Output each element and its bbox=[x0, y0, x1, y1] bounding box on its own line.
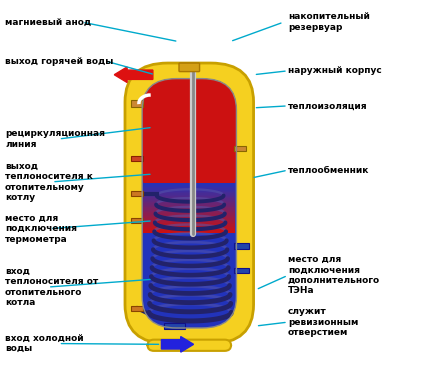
FancyBboxPatch shape bbox=[179, 63, 200, 72]
FancyArrow shape bbox=[161, 337, 194, 352]
Bar bbox=[132, 306, 144, 311]
Bar bbox=[144, 197, 235, 198]
Bar bbox=[132, 219, 144, 223]
Bar bbox=[144, 231, 235, 233]
Bar bbox=[144, 224, 235, 226]
Text: наружный корпус: наружный корпус bbox=[288, 66, 381, 75]
Bar bbox=[144, 218, 235, 219]
Bar bbox=[132, 191, 144, 196]
Bar bbox=[132, 156, 144, 161]
Bar bbox=[144, 203, 235, 204]
FancyBboxPatch shape bbox=[125, 63, 254, 344]
Bar bbox=[144, 212, 235, 213]
Text: магниевый анод: магниевый анод bbox=[5, 18, 91, 27]
Bar bbox=[144, 217, 235, 218]
Bar bbox=[144, 225, 235, 227]
Ellipse shape bbox=[189, 66, 197, 71]
Bar bbox=[144, 202, 235, 203]
Bar bbox=[144, 222, 235, 223]
Bar bbox=[144, 215, 235, 217]
Bar bbox=[144, 188, 235, 190]
Bar bbox=[144, 192, 235, 193]
Text: служит
ревизионным
отверстием: служит ревизионным отверстием bbox=[288, 307, 358, 337]
Bar bbox=[163, 323, 185, 329]
Bar bbox=[144, 227, 235, 228]
Bar bbox=[144, 221, 235, 222]
Bar bbox=[144, 199, 235, 201]
Text: вход холодной
воды: вход холодной воды bbox=[5, 334, 83, 353]
FancyArrow shape bbox=[114, 67, 153, 83]
Bar bbox=[144, 190, 235, 192]
Bar bbox=[144, 189, 235, 191]
Bar bbox=[234, 146, 246, 151]
Bar bbox=[144, 201, 235, 202]
Bar bbox=[144, 198, 235, 199]
Text: рециркуляционная
линия: рециркуляционная линия bbox=[5, 129, 105, 149]
Bar bbox=[144, 193, 235, 195]
FancyBboxPatch shape bbox=[147, 340, 231, 351]
Text: выход
теплоносителя к
отопительному
котлу: выход теплоносителя к отопительному котл… bbox=[5, 162, 93, 202]
Text: место для
подключения
дополнительного
ТЭНа: место для подключения дополнительного ТЭ… bbox=[288, 255, 380, 296]
Text: выход горячей воды: выход горячей воды bbox=[5, 57, 114, 66]
Text: место для
подключения
термометра: место для подключения термометра bbox=[5, 214, 77, 244]
Bar bbox=[144, 209, 235, 211]
Text: вход
теплоносителя от
отопительного
котла: вход теплоносителя от отопительного котл… bbox=[5, 267, 98, 307]
Bar bbox=[144, 223, 235, 224]
Bar bbox=[234, 242, 249, 249]
Bar bbox=[144, 184, 235, 186]
Bar bbox=[144, 210, 235, 212]
Bar bbox=[144, 213, 235, 215]
FancyBboxPatch shape bbox=[142, 79, 237, 328]
Bar bbox=[234, 268, 249, 273]
Bar bbox=[144, 205, 235, 207]
FancyBboxPatch shape bbox=[142, 79, 237, 203]
Bar bbox=[144, 183, 235, 185]
Bar bbox=[132, 100, 144, 107]
Bar bbox=[144, 194, 235, 196]
Bar bbox=[144, 230, 235, 232]
Text: теплообменник: теплообменник bbox=[288, 166, 369, 175]
Bar bbox=[144, 219, 235, 221]
Bar bbox=[144, 206, 235, 208]
Bar bbox=[144, 185, 235, 187]
Bar bbox=[144, 204, 235, 206]
Bar bbox=[144, 229, 235, 231]
Bar bbox=[144, 228, 235, 230]
Text: накопительный
резервуар: накопительный резервуар bbox=[288, 13, 370, 32]
Bar bbox=[144, 196, 235, 197]
Text: теплоизоляция: теплоизоляция bbox=[288, 101, 368, 110]
Bar bbox=[144, 208, 235, 210]
Bar bbox=[144, 187, 235, 188]
Bar bbox=[144, 214, 235, 216]
